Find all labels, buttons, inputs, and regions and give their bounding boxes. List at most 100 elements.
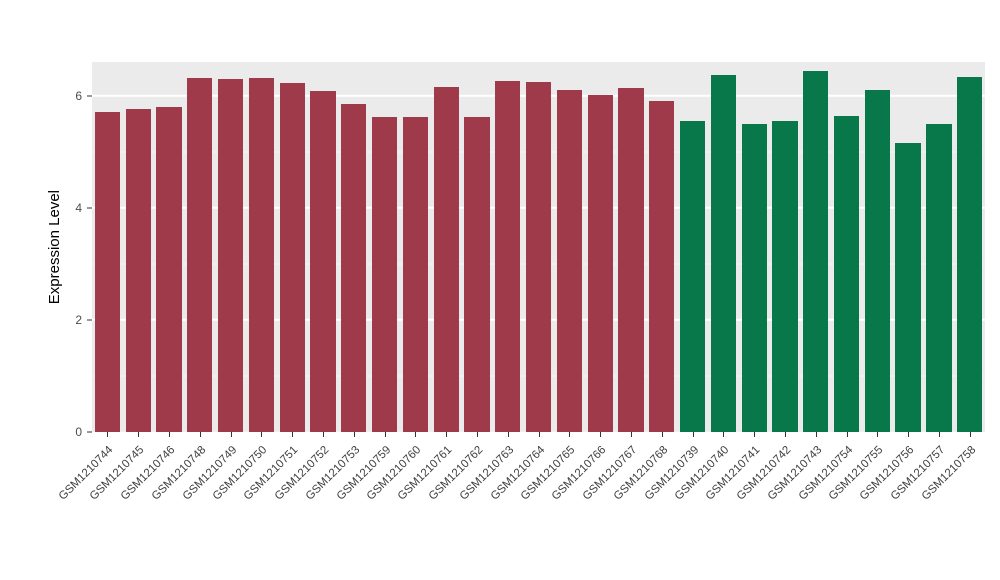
bar-slot (338, 62, 369, 432)
x-tick-mark (107, 432, 109, 437)
x-axis-slot: GSM1210742 (735, 432, 801, 572)
bar (618, 87, 644, 432)
bar-slot (277, 62, 308, 432)
y-tick-mark (87, 207, 92, 209)
x-tick-mark (476, 432, 478, 437)
bar (710, 75, 736, 432)
x-axis-slot: GSM1210746 (119, 432, 185, 572)
bar-slot (123, 62, 154, 432)
x-axis-slot: GSM1210739 (642, 432, 708, 572)
x-tick-mark (754, 432, 756, 437)
x-axis-slot: GSM1210762 (427, 432, 493, 572)
x-axis-slot: GSM1210751 (242, 432, 308, 572)
bar-slot (92, 62, 123, 432)
x-tick-mark (415, 432, 417, 437)
x-axis-slot: GSM1210750 (211, 432, 277, 572)
x-tick-mark (908, 432, 910, 437)
bar-slot (646, 62, 677, 432)
bar (125, 109, 151, 432)
bar-slot (215, 62, 246, 432)
x-tick-mark (292, 432, 294, 437)
bar-slot (677, 62, 708, 432)
bar-slot (708, 62, 739, 432)
x-axis-slot: GSM1210761 (396, 432, 462, 572)
bar-slot (954, 62, 985, 432)
bar (803, 70, 829, 432)
x-tick-mark (815, 432, 817, 437)
bar-slot (893, 62, 924, 432)
x-axis-slot: GSM1210740 (673, 432, 739, 572)
bar (464, 116, 490, 432)
x-tick-mark (507, 432, 509, 437)
bar-slot (862, 62, 893, 432)
x-tick-mark (230, 432, 232, 437)
bar (525, 82, 552, 432)
x-tick-mark (877, 432, 879, 437)
y-tick-label: 6 (75, 88, 82, 103)
x-axis-slot: GSM1210768 (612, 432, 677, 572)
bar (679, 121, 706, 432)
bar-slot (308, 62, 339, 432)
bar (649, 101, 675, 432)
bar (556, 90, 582, 432)
y-tick-mark (87, 319, 92, 321)
bar (864, 90, 890, 432)
x-tick-mark (692, 432, 694, 437)
bar (187, 77, 213, 432)
x-tick-mark (138, 432, 140, 437)
bar (279, 83, 305, 432)
x-axis-slot: GSM1210755 (827, 432, 893, 572)
bar (895, 143, 921, 432)
bar (741, 123, 767, 432)
bar (772, 121, 798, 432)
x-axis-slot: GSM1210764 (488, 432, 554, 572)
bar-slot (585, 62, 616, 432)
x-tick-mark (661, 432, 663, 437)
bar (156, 106, 182, 432)
y-tick-label: 0 (75, 425, 82, 439)
x-axis: GSM1210744 GSM1210745 GSM1210746 GSM1210748… (57, 432, 985, 572)
x-tick-mark (846, 432, 848, 437)
bar-slot (369, 62, 400, 432)
x-tick-mark (723, 432, 725, 437)
bar-slot (492, 62, 523, 432)
bar (310, 91, 336, 432)
x-axis-slot: GSM1210763 (458, 432, 523, 572)
x-axis-slot: GSM1210758 (920, 432, 985, 572)
x-axis-slot: GSM1210756 (858, 432, 924, 572)
bar-slot (184, 62, 215, 432)
x-tick-mark (446, 432, 448, 437)
x-axis-slot: GSM1210741 (704, 432, 770, 572)
bar-slot (616, 62, 647, 432)
bar (371, 116, 398, 432)
bar-slot (554, 62, 585, 432)
bar-slot (462, 62, 493, 432)
bars-container (92, 62, 985, 432)
x-axis-slot: GSM1210752 (273, 432, 339, 572)
x-axis-slot: GSM1210757 (889, 432, 955, 572)
bar-slot (523, 62, 554, 432)
bar (495, 81, 521, 432)
x-tick-mark (261, 432, 263, 437)
x-tick-mark (600, 432, 602, 437)
y-axis: 0 2 4 6 (62, 62, 92, 439)
bar (833, 116, 860, 432)
x-axis-slot: GSM1210759 (334, 432, 400, 572)
x-axis-slot: GSM1210743 (766, 432, 831, 572)
x-tick-mark (168, 432, 170, 437)
bar-slot (246, 62, 277, 432)
x-tick-mark (969, 432, 971, 437)
y-tick-mark (87, 95, 92, 97)
x-tick-mark (199, 432, 201, 437)
bar (587, 94, 613, 432)
y-tick-label: 2 (75, 312, 82, 327)
bar-slot (739, 62, 770, 432)
bar (94, 112, 121, 432)
bar-slot (770, 62, 801, 432)
x-axis-slot: GSM1210767 (581, 432, 647, 572)
y-axis-title-text: Expression Level (45, 189, 63, 305)
bar (433, 86, 459, 432)
x-tick-mark (384, 432, 386, 437)
x-axis-slot: GSM1210748 (150, 432, 215, 572)
x-axis-slot: GSM1210765 (519, 432, 585, 572)
